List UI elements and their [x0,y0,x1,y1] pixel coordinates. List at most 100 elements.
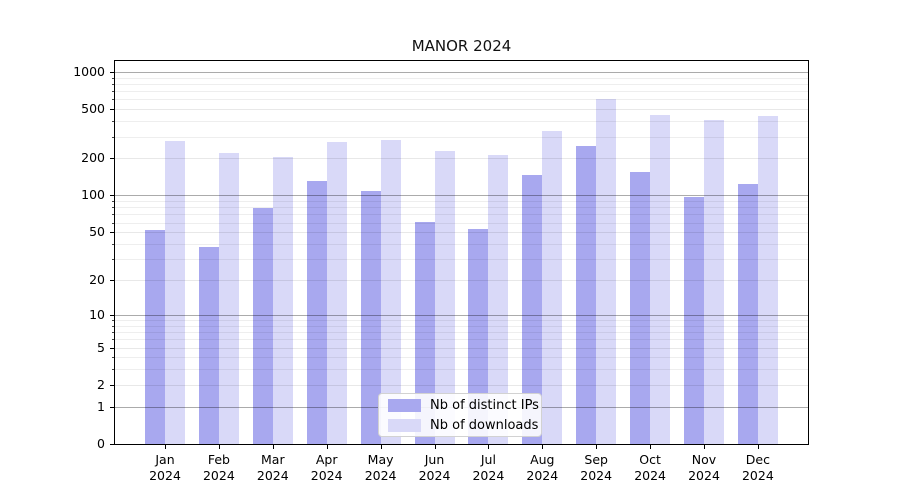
bar-downloads-aug [542,130,563,444]
bar-downloads-may [380,140,401,444]
y-minor-tick-mark-30 [112,259,114,261]
y-tick-mark-1 [110,406,114,408]
x-tick-label-sep: Sep 2024 [580,452,613,483]
gridline-y-8 [115,325,808,327]
gridline-y-80 [115,207,808,209]
x-tick-label-jun: Jun 2024 [418,452,451,483]
bar-distinct-ips-may [360,191,381,444]
x-tick-mark-oct [650,445,652,449]
y-tick-mark-1000 [110,71,114,73]
gridline-y-30 [115,259,808,261]
bar-downloads-jan [165,141,185,444]
gridline-y-5 [115,347,808,349]
x-tick-label-jan: Jan 2024 [149,452,181,483]
gridline-y-400 [115,121,808,123]
bar-downloads-nov [704,119,724,444]
bar-distinct-ips-sep [576,145,597,444]
gridline-y-300 [115,136,808,138]
y-tick-label-500: 500 [81,101,105,117]
bar-downloads-apr [326,142,347,444]
y-minor-tick-mark-80 [112,207,114,209]
bar-distinct-ips-feb [198,246,219,444]
x-tick-mark-jul [488,445,490,449]
gridline-y-20 [115,280,808,282]
bar-distinct-ips-apr [306,181,327,444]
x-tick-mark-jan [165,445,166,449]
gridline-y-90 [115,201,808,203]
y-minor-tick-mark-6 [112,339,114,341]
gridline-y-40 [115,244,808,245]
gridline-y-60 [115,222,808,224]
gridline-y-600 [115,99,808,101]
bar-downloads-sep [596,99,617,444]
x-tick-label-oct: Oct 2024 [634,452,666,483]
x-tick-mark-may [380,445,382,449]
gridline-y-50 [115,232,808,234]
y-tick-mark-100 [110,195,114,197]
bar-distinct-ips-jul [468,229,489,444]
legend-entry-distinct-ips: Nb of distinct IPs [388,398,539,413]
y-tick-label-0: 0 [97,436,105,451]
x-tick-label-aug: Aug 2024 [526,452,559,483]
x-tick-mark-apr [326,445,328,449]
x-tick-mark-sep [596,445,598,449]
y-minor-tick-mark-800 [112,83,114,85]
bars-layer [115,61,808,444]
gridline-y-900 [115,77,808,79]
x-tick-mark-aug [542,445,544,449]
x-tick-mark-dec [757,445,759,449]
y-tick-mark-20 [110,280,114,282]
y-minor-tick-mark-900 [112,77,114,79]
bar-downloads-jun [434,151,455,444]
y-tick-label-50: 50 [89,224,105,240]
y-tick-mark-5 [110,347,114,349]
gridline-y-4 [115,357,808,359]
legend-label-downloads: Nb of downloads [430,417,539,433]
gridline-y-800 [115,83,808,85]
y-tick-label-1: 1 [97,398,105,414]
x-tick-mark-jun [434,445,436,449]
legend-swatch-downloads [388,418,421,432]
x-tick-label-may: May 2024 [364,452,397,483]
x-tick-label-feb: Feb 2024 [202,452,235,483]
bar-distinct-ips-oct [630,171,651,444]
y-minor-tick-mark-70 [112,214,114,216]
bar-downloads-mar [272,157,293,444]
grid-layer [115,61,808,444]
x-tick-label-dec: Dec 2024 [741,452,774,483]
gridline-y-70 [115,214,808,216]
plot-area: Nb of distinct IPs Nb of downloads [114,60,809,445]
bar-downloads-dec [757,115,778,444]
y-tick-label-5: 5 [97,339,105,355]
y-tick-label-200: 200 [81,150,105,166]
legend-label-distinct-ips: Nb of distinct IPs [430,397,539,413]
y-tick-label-2: 2 [97,376,105,392]
gridline-y-100 [115,195,808,197]
x-tick-mark-nov [704,445,705,449]
y-tick-mark-2 [110,384,114,386]
bar-downloads-oct [650,114,671,444]
x-tick-label-nov: Nov 2024 [688,452,720,483]
y-minor-tick-mark-7 [112,332,114,334]
gridline-y-3 [115,369,808,371]
y-minor-tick-mark-9 [112,320,114,321]
gridline-y-500 [115,109,808,111]
y-tick-mark-200 [110,158,114,160]
gridline-y-200 [115,158,808,160]
y-minor-tick-mark-300 [112,136,114,138]
bar-distinct-ips-mar [252,208,273,444]
y-minor-tick-mark-600 [112,99,114,101]
y-minor-tick-mark-3 [112,369,114,371]
y-tick-label-100: 100 [81,187,105,203]
legend-entry-downloads: Nb of downloads [388,418,538,433]
bar-distinct-ips-nov [684,197,704,444]
y-tick-mark-10 [110,314,114,316]
x-tick-mark-mar [272,445,274,449]
x-tick-mark-feb [218,445,220,449]
y-minor-tick-mark-400 [112,121,114,123]
chart-title: MANOR 2024 [411,37,512,55]
x-tick-label-mar: Mar 2024 [256,452,289,483]
y-tick-mark-0 [110,444,114,445]
y-minor-tick-mark-4 [112,357,114,359]
